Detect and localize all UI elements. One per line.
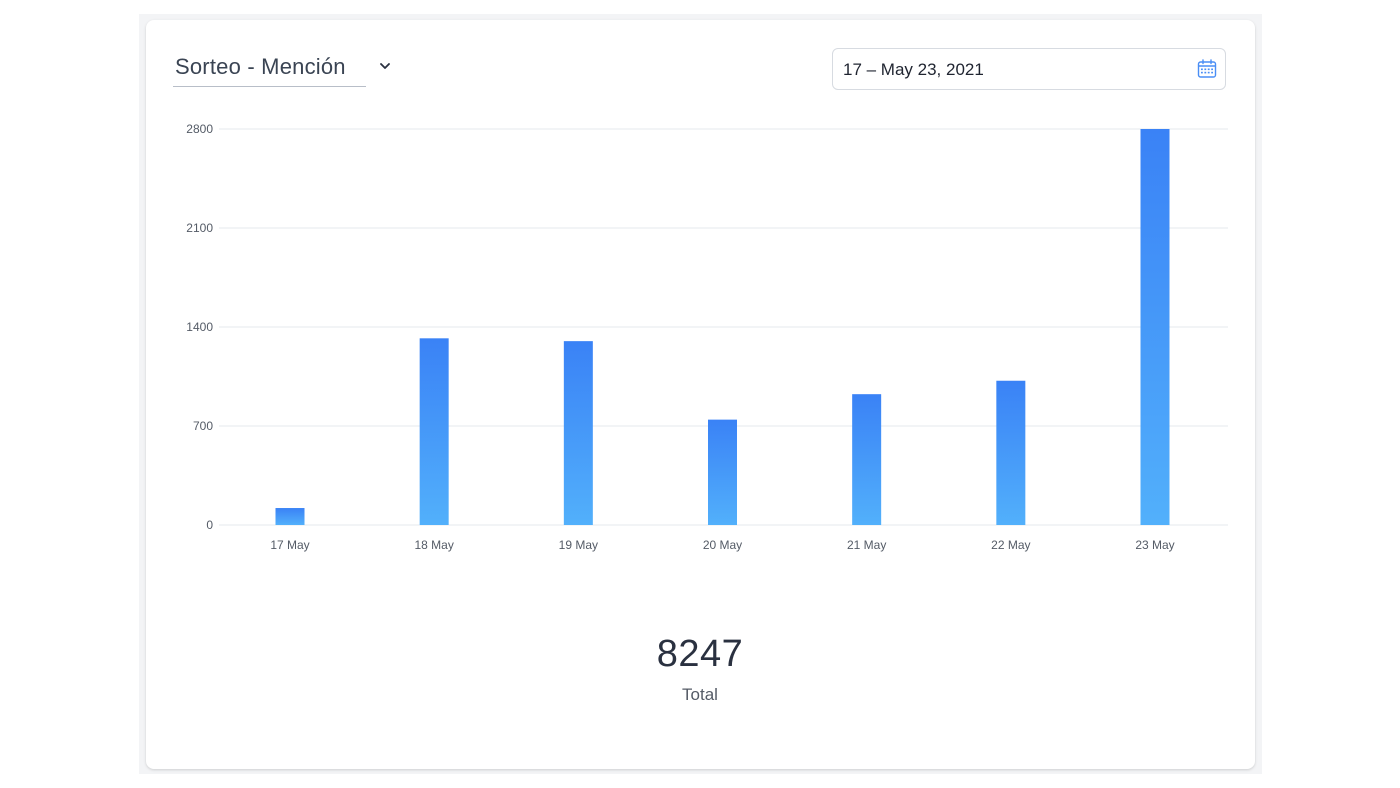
- y-tick-label: 2100: [186, 221, 213, 235]
- bar[interactable]: [996, 380, 1026, 525]
- y-tick-label: 2800: [186, 122, 213, 136]
- x-tick-label: 23 May: [1135, 538, 1174, 552]
- chevron-down-icon[interactable]: [377, 58, 393, 74]
- bar[interactable]: [708, 419, 737, 525]
- x-tick-label: 21 May: [847, 538, 886, 552]
- x-tick-label: 20 May: [703, 538, 742, 552]
- bar[interactable]: [563, 341, 593, 525]
- metric-select[interactable]: Sorteo - Mención: [173, 50, 366, 87]
- bar[interactable]: [419, 338, 449, 525]
- date-range-value: 17 – May 23, 2021: [843, 60, 984, 79]
- x-tick-label: 22 May: [991, 538, 1030, 552]
- bar[interactable]: [852, 394, 882, 525]
- x-tick-label: 19 May: [559, 538, 598, 552]
- bar[interactable]: [1140, 129, 1170, 525]
- x-tick-label: 17 May: [270, 538, 309, 552]
- date-range-input[interactable]: 17 – May 23, 2021: [832, 48, 1226, 90]
- x-tick-label: 18 May: [414, 538, 453, 552]
- calendar-icon[interactable]: [1197, 59, 1217, 79]
- y-tick-label: 1400: [186, 320, 213, 334]
- y-tick-label: 700: [193, 419, 213, 433]
- chart-card: [146, 20, 1255, 769]
- total-value: 8247: [656, 633, 744, 675]
- bar[interactable]: [275, 508, 305, 525]
- metric-select-value: Sorteo - Mención: [175, 54, 346, 79]
- total-label: Total: [682, 685, 718, 704]
- y-tick-label: 0: [206, 518, 213, 532]
